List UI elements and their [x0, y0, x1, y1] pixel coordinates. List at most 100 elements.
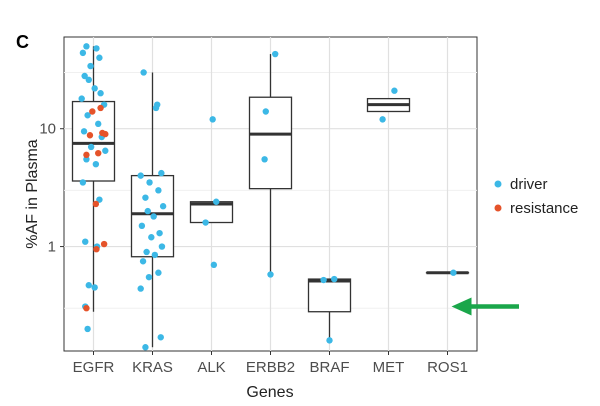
- point-driver: [85, 76, 92, 84]
- point-driver: [272, 50, 279, 58]
- point-driver: [85, 282, 92, 289]
- point-driver: [82, 238, 89, 245]
- point-driver: [84, 112, 91, 119]
- point-driver: [143, 248, 150, 256]
- point-driver: [148, 234, 155, 241]
- point-driver: [267, 271, 274, 278]
- point-driver: [78, 95, 85, 102]
- point-driver: [145, 273, 153, 281]
- point-driver: [79, 179, 87, 186]
- point-driver: [81, 72, 88, 80]
- x-tick-label: ERBB2: [246, 359, 295, 376]
- point-driver: [92, 160, 100, 168]
- point-driver: [91, 85, 98, 92]
- point-driver: [93, 45, 100, 52]
- point-driver: [142, 194, 149, 201]
- point-driver: [213, 198, 220, 205]
- point-driver: [326, 337, 333, 344]
- point-resistance: [92, 200, 100, 208]
- point-driver: [379, 116, 386, 123]
- legend: driver resistance: [494, 176, 578, 217]
- point-driver: [151, 251, 159, 259]
- point-driver: [137, 285, 144, 292]
- point-driver: [159, 203, 167, 210]
- annotation-arrow: [451, 297, 519, 316]
- point-driver: [80, 128, 88, 135]
- x-tick-label: EGFR: [73, 359, 115, 376]
- point-resistance: [93, 245, 100, 253]
- point-driver: [84, 325, 91, 333]
- point-driver: [157, 334, 164, 341]
- point-driver: [142, 344, 149, 351]
- box-alk: [189, 201, 234, 224]
- x-axis: EGFR KRAS ALK ERBB2 BRAF MET ROS1: [73, 351, 468, 376]
- point-driver: [450, 269, 457, 276]
- box-met: [366, 97, 411, 113]
- point-driver: [83, 43, 90, 50]
- point-driver: [144, 207, 151, 215]
- legend-key-driver: [494, 180, 502, 188]
- x-tick-label: ROS1: [427, 359, 468, 376]
- y-axis: 1 10: [39, 121, 64, 256]
- box-iqr: [248, 96, 293, 190]
- y-tick-label: 10: [39, 121, 56, 138]
- x-tick-label: ALK: [197, 359, 225, 376]
- arrow-head: [451, 297, 472, 316]
- point-driver: [331, 275, 338, 283]
- point-driver: [202, 219, 209, 226]
- point-driver: [158, 169, 165, 177]
- box-erbb2: [248, 54, 293, 275]
- y-axis-title: %AF in Plasma: [24, 139, 41, 248]
- point-driver: [102, 147, 109, 154]
- point-resistance: [83, 151, 90, 159]
- x-tick-label: KRAS: [132, 359, 173, 376]
- legend-label-resistance: resistance: [510, 200, 578, 217]
- point-driver: [97, 90, 104, 97]
- point-driver: [146, 179, 153, 186]
- point-driver: [262, 108, 269, 115]
- point-driver: [155, 187, 162, 194]
- point-resistance: [95, 149, 102, 157]
- point-driver: [209, 116, 216, 123]
- point-driver: [152, 104, 160, 112]
- point-driver: [79, 49, 87, 57]
- point-driver: [96, 196, 103, 203]
- point-driver: [158, 243, 166, 250]
- point-resistance: [100, 240, 108, 248]
- point-driver: [95, 120, 102, 128]
- point-driver: [391, 87, 398, 94]
- box-braf: [307, 278, 352, 341]
- point-driver: [87, 143, 95, 151]
- point-resistance: [102, 130, 109, 138]
- point-driver: [156, 229, 163, 237]
- point-driver: [261, 156, 268, 163]
- panel-label: C: [16, 32, 29, 52]
- point-driver: [83, 156, 90, 163]
- box-iqr: [307, 278, 352, 313]
- point-resistance: [89, 108, 96, 115]
- point-driver: [139, 258, 147, 265]
- point-driver: [210, 261, 218, 269]
- point-driver: [138, 222, 146, 230]
- point-driver: [150, 213, 157, 220]
- point-driver: [320, 276, 327, 284]
- box-iqr: [71, 100, 116, 182]
- point-driver: [155, 269, 162, 276]
- point-resistance: [86, 132, 94, 139]
- data-points: [78, 43, 457, 351]
- point-driver: [91, 284, 98, 291]
- point-driver: [140, 69, 147, 76]
- point-driver: [96, 54, 103, 61]
- point-driver: [87, 62, 94, 70]
- point-driver: [137, 172, 144, 179]
- point-resistance: [83, 304, 90, 312]
- legend-label-driver: driver: [510, 176, 548, 193]
- boxes: [71, 46, 470, 348]
- point-resistance: [97, 104, 104, 112]
- x-tick-label: BRAF: [309, 359, 349, 376]
- y-tick-label: 1: [48, 239, 56, 256]
- legend-key-resistance: [494, 204, 502, 212]
- box-iqr: [189, 201, 234, 224]
- x-axis-title: Genes: [246, 384, 293, 401]
